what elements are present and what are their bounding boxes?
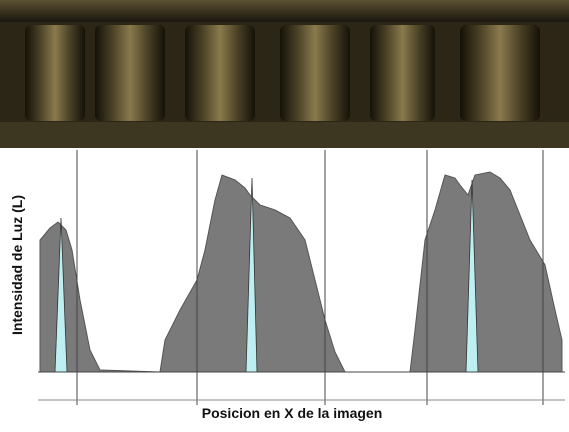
profile bbox=[40, 172, 562, 372]
x-axis-label: Posicion en X de la imagen bbox=[202, 405, 383, 421]
figure: Intensidad de Luz (L) Posicion en X de l… bbox=[0, 0, 569, 427]
page: Intensidad de Luz (L) Posicion en X de l… bbox=[0, 0, 569, 427]
photo bbox=[0, 0, 569, 148]
y-axis-label: Intensidad de Luz (L) bbox=[9, 195, 25, 335]
